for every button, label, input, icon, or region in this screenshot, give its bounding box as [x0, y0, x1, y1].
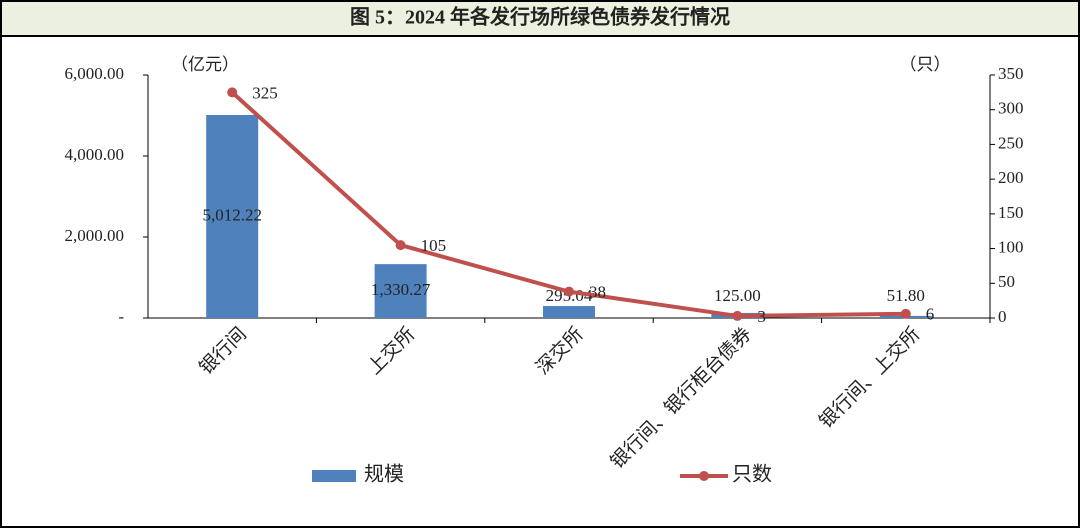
y2-tick-label: 50 [998, 272, 1015, 291]
y-tick-label: 6,000.00 [65, 64, 125, 83]
legend-swatch [312, 470, 356, 482]
legend-label: 只数 [732, 463, 772, 486]
y-axis-label: （亿元） [171, 55, 239, 74]
bar [206, 115, 259, 318]
legend-swatch [699, 471, 709, 481]
line-value-label: 325 [252, 83, 278, 102]
title-band [0, 0, 1080, 37]
line-marker [732, 310, 743, 321]
bar [543, 306, 595, 318]
y2-tick-label: 350 [998, 64, 1024, 83]
y2-tick-label: 250 [998, 133, 1024, 152]
line-marker [395, 240, 406, 251]
bar-value-label: 1,330.27 [371, 280, 431, 299]
line-marker [564, 286, 574, 297]
y-tick-label: - [118, 307, 124, 326]
y-tick-label: 2,000.00 [65, 226, 125, 245]
bar-value-label: 51.80 [887, 286, 925, 305]
legend-label: 规模 [364, 463, 404, 486]
line-marker [227, 87, 238, 98]
y2-tick-label: 100 [998, 237, 1024, 256]
line-value-label: 105 [421, 236, 447, 255]
bar-value-label: 5,012.22 [202, 205, 262, 224]
line-value-label: 6 [926, 305, 935, 324]
y2-tick-label: 300 [998, 99, 1024, 118]
chart-title: 图 5：2024 年各发行场所绿色债券发行情况 [350, 5, 730, 29]
y2-axis-label: （只） [900, 55, 951, 74]
line-marker [900, 308, 911, 319]
y2-tick-label: 200 [998, 168, 1024, 187]
bar-value-label: 125.00 [714, 286, 761, 305]
line-value-label: 3 [757, 307, 766, 326]
line-value-label: 38 [589, 283, 606, 302]
bar [374, 264, 427, 318]
y-tick-label: 4,000.00 [65, 145, 125, 164]
y2-tick-label: 0 [998, 307, 1007, 326]
y2-tick-label: 150 [998, 203, 1024, 222]
